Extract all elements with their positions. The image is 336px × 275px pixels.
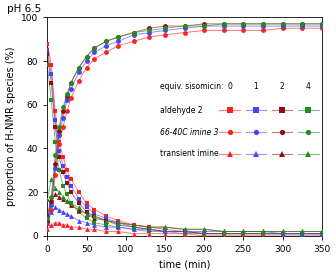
Text: 0: 0 xyxy=(227,82,232,91)
Text: aldehyde 2: aldehyde 2 xyxy=(160,106,202,115)
X-axis label: time (min): time (min) xyxy=(159,259,210,270)
Text: 4: 4 xyxy=(306,82,310,91)
Text: pH 6.5: pH 6.5 xyxy=(7,4,41,14)
Y-axis label: proportion of H-NMR species (%): proportion of H-NMR species (%) xyxy=(6,47,15,206)
Text: equiv. sisomicin:: equiv. sisomicin: xyxy=(160,82,223,91)
Text: 1: 1 xyxy=(254,82,258,91)
Text: 66-40C imine 3: 66-40C imine 3 xyxy=(160,128,218,137)
Text: transient imine: transient imine xyxy=(160,149,218,158)
Text: 2: 2 xyxy=(280,82,284,91)
